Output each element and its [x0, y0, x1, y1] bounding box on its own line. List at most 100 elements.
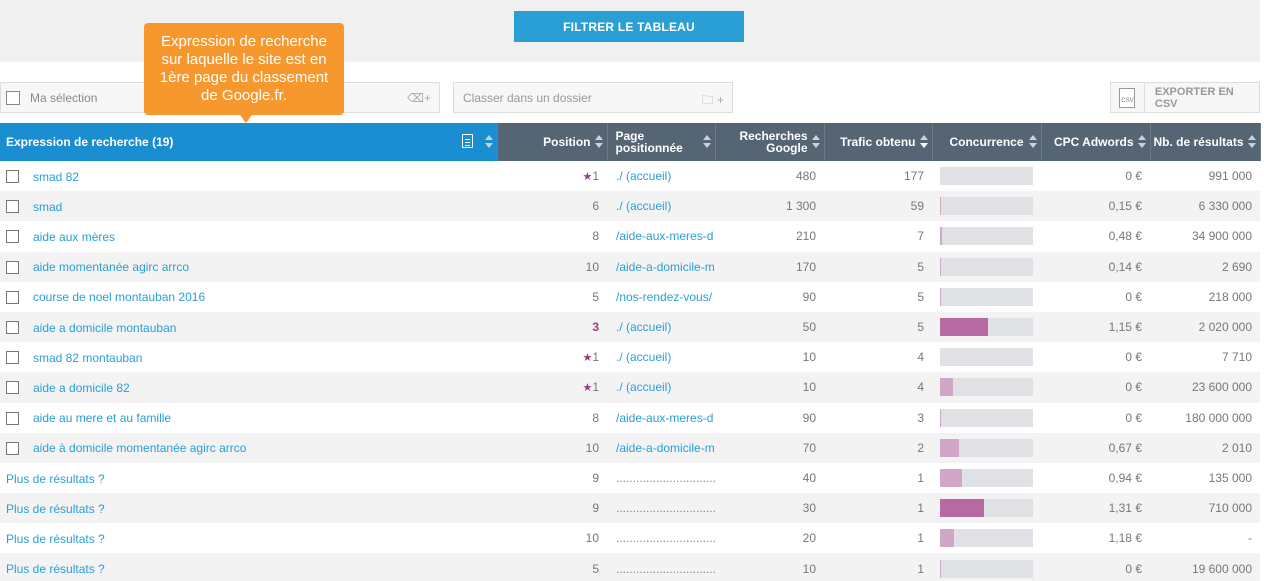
keyword-link[interactable]: Plus de résultats ?: [6, 471, 105, 486]
position-cell: 10: [585, 531, 599, 546]
row-checkbox[interactable]: [6, 351, 19, 365]
table-row: aide au mere et au famille 8/aide-aux-mer…: [0, 403, 1260, 433]
keyword-link[interactable]: smad: [33, 199, 63, 214]
keywords-table: Expression de recherche (19) Position Pa…: [0, 123, 1261, 581]
competition-bar: [940, 318, 1033, 337]
page-cell[interactable]: ./ (accueil): [607, 191, 715, 222]
searches-cell: 90: [802, 289, 816, 304]
sort-icon[interactable]: [484, 135, 493, 149]
table-row: aide momentanée agirc arrco 10/aide-a-dom…: [0, 251, 1260, 282]
results-cell: 710 000: [1150, 493, 1260, 524]
page-cell[interactable]: /nos-rendez-vous/: [616, 289, 713, 304]
keyword-link[interactable]: aide a domicile 82: [33, 380, 130, 395]
row-checkbox[interactable]: [6, 320, 19, 334]
star-icon: ★: [582, 171, 593, 184]
folder-add-icon[interactable]: 🗀 +: [701, 93, 724, 107]
keyword-cell: smad 82 montauban: [0, 342, 497, 372]
header-competition[interactable]: Concurrence: [932, 123, 1042, 161]
results-cell: 23 600 000: [1150, 372, 1260, 403]
keyword-cell: aide aux mères: [0, 221, 497, 251]
competition-bar-fill: [940, 197, 942, 216]
results-cell: 2 020 000: [1150, 311, 1260, 343]
tag-add-icon[interactable]: ⌫+: [407, 91, 431, 105]
competition-bar: [940, 408, 1033, 427]
header-results[interactable]: Nb. de résultats: [1150, 123, 1261, 161]
keyword-link[interactable]: Plus de résultats ?: [6, 561, 105, 576]
page-cell[interactable]: ./ (accueil): [607, 311, 715, 343]
competition-cell: [932, 372, 1041, 403]
traffic-cell: 5: [824, 251, 932, 282]
sort-icon[interactable]: [811, 135, 820, 149]
keyword-link[interactable]: aide a domicile montauban: [33, 320, 177, 335]
page-cell[interactable]: /aide-aux-meres-d: [616, 410, 714, 425]
sort-icon[interactable]: [1028, 135, 1037, 149]
export-csv-button[interactable]: CSV EXPORTER EN CSV: [1110, 82, 1260, 113]
row-checkbox[interactable]: [6, 230, 19, 244]
searches-cell: 10: [715, 372, 824, 403]
traffic-cell: 4: [824, 372, 932, 403]
competition-bar-fill: [940, 438, 959, 457]
competition-cell: [932, 191, 1041, 222]
position-cell: ★1: [497, 372, 607, 403]
competition-bar-fill: [940, 227, 942, 246]
header-searches[interactable]: Recherches Google: [715, 123, 825, 161]
keyword-link[interactable]: smad 82 montauban: [33, 350, 143, 365]
position-cell: 5: [592, 289, 599, 304]
keyword-cell: aide momentanée agirc arrco: [0, 251, 497, 282]
folder-select[interactable]: Classer dans un dossier 🗀 +: [453, 82, 733, 113]
table-row: smad 6 ./ (accueil) 1 300 59 0,15 €6 330 000: [0, 191, 1260, 222]
keyword-link[interactable]: aide au mere et au famille: [33, 411, 172, 425]
page-cell[interactable]: ./ (accueil): [616, 169, 672, 184]
keyword-cell: Plus de résultats ?: [0, 463, 497, 493]
keyword-link[interactable]: course de noel montauban 2016: [33, 290, 206, 305]
competition-bar: [940, 438, 1033, 457]
cpc-cell: 0,15 €: [1041, 191, 1150, 222]
header-position[interactable]: Position: [497, 123, 608, 161]
competition-cell: [932, 523, 1041, 553]
page-cell[interactable]: /aide-aux-meres-d: [616, 229, 714, 244]
header-page[interactable]: Page positionnée: [607, 123, 716, 161]
header-keyword[interactable]: Expression de recherche (19): [0, 123, 498, 161]
page-cell[interactable]: /aide-a-domicile-m: [607, 432, 715, 463]
traffic-cell: 5: [917, 289, 924, 304]
sort-icon[interactable]: [594, 135, 603, 149]
page-cell[interactable]: /aide-a-domicile-m: [607, 251, 715, 282]
row-checkbox[interactable]: [6, 260, 19, 274]
page-cell[interactable]: ./ (accueil): [607, 372, 715, 403]
keyword-link[interactable]: aide à domicile momentanée agirc arrco: [33, 441, 247, 456]
keyword-link[interactable]: Plus de résultats ?: [6, 531, 105, 546]
traffic-cell: 59: [824, 191, 932, 222]
table-row: smad 82 montauban ★1 ./ (accueil) 10 4 0 € 7 7…: [0, 342, 1260, 372]
row-checkbox[interactable]: [6, 441, 19, 455]
filter-table-button[interactable]: FILTRER LE TABLEAU: [514, 11, 744, 42]
position-cell: 6: [497, 191, 607, 222]
results-cell: 19 600 000: [1150, 553, 1260, 581]
searches-cell: 70: [715, 432, 824, 463]
page-cell[interactable]: ./ (accueil): [616, 350, 672, 365]
row-checkbox[interactable]: [6, 381, 19, 395]
keyword-link[interactable]: aide aux mères: [33, 229, 116, 244]
header-traffic[interactable]: Trafic obtenu: [824, 123, 933, 161]
keyword-link[interactable]: aide momentanée agirc arrco: [33, 260, 190, 275]
table-header-row: Expression de recherche (19) Position Pa…: [0, 123, 1261, 161]
keyword-cell: Plus de résultats ?: [0, 553, 497, 581]
row-checkbox[interactable]: [6, 200, 19, 214]
keyword-link[interactable]: Plus de résultats ?: [6, 501, 105, 516]
keyword-cell: smad: [0, 191, 497, 222]
header-cpc[interactable]: CPC Adwords: [1041, 123, 1151, 161]
cpc-cell: 0 €: [1125, 289, 1142, 304]
row-checkbox[interactable]: [6, 411, 19, 425]
clipboard-icon[interactable]: [461, 134, 473, 148]
traffic-cell: 1: [917, 470, 924, 485]
sort-icon[interactable]: [702, 135, 711, 149]
sort-icon[interactable]: [1137, 135, 1146, 149]
competition-bar-fill: [940, 468, 963, 487]
sort-icon[interactable]: [1247, 135, 1256, 149]
select-all-checkbox[interactable]: [6, 90, 20, 105]
traffic-cell: 1: [824, 553, 932, 581]
cpc-cell: 0 €: [1041, 553, 1150, 581]
sort-desc-icon[interactable]: [919, 135, 928, 149]
keyword-link[interactable]: smad 82: [33, 169, 80, 184]
row-checkbox[interactable]: [6, 170, 19, 183]
row-checkbox[interactable]: [6, 290, 19, 304]
